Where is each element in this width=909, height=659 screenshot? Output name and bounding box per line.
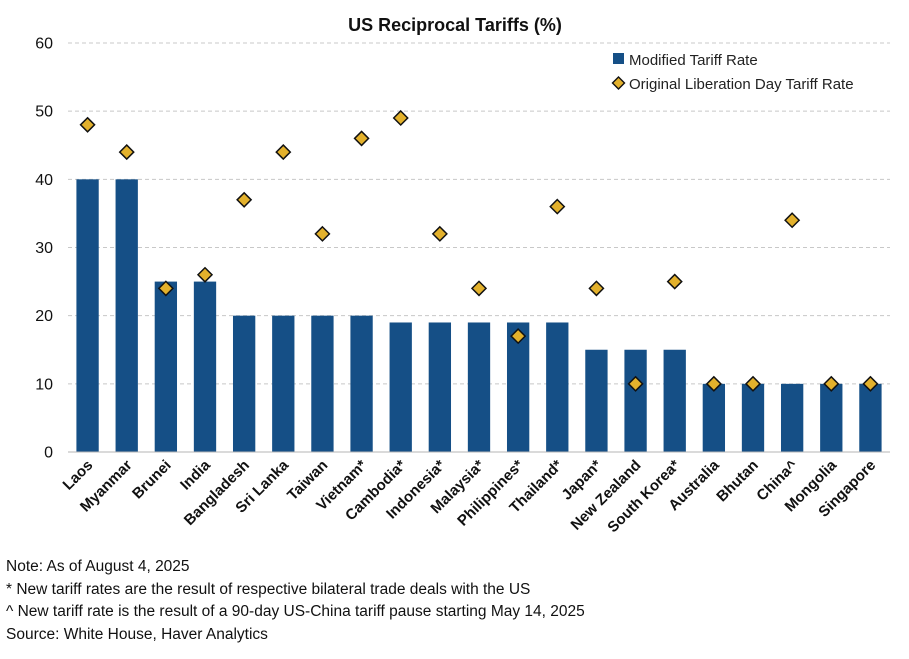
diamond-marker <box>784 212 801 229</box>
bar <box>663 349 686 452</box>
diamond-marker <box>157 280 174 297</box>
legend-label-original: Original Liberation Day Tariff Rate <box>629 76 854 93</box>
diamond-marker <box>353 130 370 147</box>
diamond-marker <box>588 280 605 297</box>
legend-swatch-bar <box>613 53 624 64</box>
diamond-marker <box>666 273 683 290</box>
diamond-marker <box>79 116 96 133</box>
chart-title: US Reciprocal Tariffs (%) <box>348 15 562 35</box>
bar <box>115 179 138 453</box>
diamond-marker <box>744 375 762 392</box>
bar <box>546 322 569 452</box>
bar <box>272 315 295 452</box>
diamond-marker <box>392 109 409 127</box>
note-source: Source: White House, Haver Analytics <box>6 625 268 643</box>
diamond-marker <box>314 225 331 242</box>
y-tick-label: 10 <box>35 376 53 393</box>
bar-series <box>76 179 882 453</box>
bar <box>506 322 530 452</box>
y-axis: 0 10 20 30 40 50 60 <box>35 36 53 462</box>
marker-series <box>79 109 879 392</box>
y-tick-label: 30 <box>35 240 53 257</box>
bar <box>780 383 804 452</box>
diamond-marker <box>862 375 879 392</box>
bar <box>193 281 217 452</box>
bar <box>820 383 843 452</box>
diamond-marker <box>705 375 722 392</box>
diamond-marker <box>549 198 566 215</box>
bar <box>154 281 178 452</box>
x-tick-label: Bhutan <box>713 457 762 506</box>
diamond-marker <box>275 144 292 161</box>
y-tick-label: 60 <box>35 36 53 53</box>
bar <box>311 315 334 452</box>
diamond-marker <box>470 280 488 297</box>
bar <box>428 322 452 452</box>
diamond-marker <box>196 266 214 283</box>
y-tick-label: 20 <box>35 308 53 325</box>
bar <box>467 322 491 452</box>
bar <box>702 383 726 452</box>
note-date: Note: As of August 4, 2025 <box>6 558 190 575</box>
legend-swatch-diamond <box>611 76 626 90</box>
diamond-marker <box>118 144 135 161</box>
bar <box>859 383 882 452</box>
diamond-marker <box>627 375 644 392</box>
bar <box>350 315 373 452</box>
note-caret: ^ New tariff rate is the result of a 90-… <box>6 603 585 620</box>
bar-chart: US Reciprocal Tariffs (%) 0102030405060 … <box>35 15 890 536</box>
bar <box>76 179 99 453</box>
y-tick-label: 0 <box>44 445 53 462</box>
y-tick-label: 40 <box>35 172 53 189</box>
legend: Modified Tariff Rate Original Liberation… <box>611 52 854 93</box>
note-asterisk: * New tariff rates are the result of res… <box>6 580 531 598</box>
diamond-marker <box>510 328 527 345</box>
legend-label-modified: Modified Tariff Rate <box>629 52 758 69</box>
footnotes: Note: As of August 4, 2025 * New tariff … <box>6 556 886 646</box>
diamond-marker <box>236 191 253 208</box>
diamond-marker <box>431 225 448 242</box>
bar <box>232 315 256 452</box>
y-tick-label: 50 <box>35 104 53 121</box>
bar <box>389 322 412 452</box>
diamond-marker <box>823 375 840 392</box>
x-tick-label: Brunei <box>129 457 175 503</box>
bar <box>741 383 765 452</box>
bar <box>624 349 647 452</box>
bar <box>585 349 608 452</box>
